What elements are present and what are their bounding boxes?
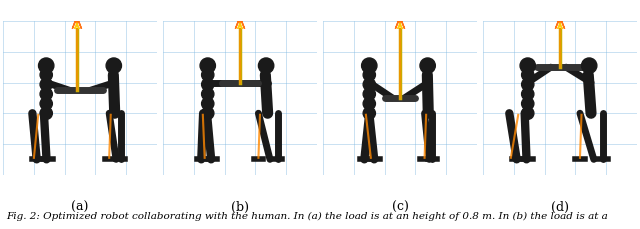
Text: (b): (b) bbox=[231, 200, 249, 213]
Circle shape bbox=[520, 59, 536, 74]
Circle shape bbox=[202, 79, 214, 91]
Circle shape bbox=[522, 89, 534, 101]
Polygon shape bbox=[72, 17, 81, 30]
Circle shape bbox=[40, 69, 52, 82]
Circle shape bbox=[522, 98, 534, 110]
Circle shape bbox=[582, 59, 597, 74]
Polygon shape bbox=[75, 24, 79, 30]
Polygon shape bbox=[396, 17, 404, 30]
Circle shape bbox=[363, 89, 376, 101]
Polygon shape bbox=[397, 24, 403, 30]
Circle shape bbox=[202, 108, 214, 120]
Circle shape bbox=[38, 59, 54, 74]
Polygon shape bbox=[556, 17, 564, 30]
Circle shape bbox=[259, 59, 274, 74]
Circle shape bbox=[106, 59, 122, 74]
Circle shape bbox=[202, 69, 214, 82]
Polygon shape bbox=[557, 24, 563, 30]
Circle shape bbox=[40, 79, 52, 91]
Circle shape bbox=[40, 108, 52, 120]
Polygon shape bbox=[237, 24, 243, 30]
Circle shape bbox=[420, 59, 435, 74]
Circle shape bbox=[202, 98, 214, 110]
Text: (d): (d) bbox=[551, 200, 569, 213]
Circle shape bbox=[522, 79, 534, 91]
Polygon shape bbox=[236, 17, 244, 30]
Text: (a): (a) bbox=[71, 200, 89, 213]
Circle shape bbox=[362, 59, 377, 74]
Circle shape bbox=[363, 98, 376, 110]
Circle shape bbox=[200, 59, 216, 74]
Circle shape bbox=[522, 69, 534, 82]
Circle shape bbox=[40, 98, 52, 110]
Circle shape bbox=[363, 69, 376, 82]
Circle shape bbox=[363, 108, 376, 120]
Circle shape bbox=[40, 89, 52, 101]
Circle shape bbox=[202, 89, 214, 101]
Text: Fig. 2: Optimized robot collaborating with the human. In (a) the load is at an h: Fig. 2: Optimized robot collaborating wi… bbox=[6, 211, 608, 220]
Text: (c): (c) bbox=[392, 200, 408, 213]
Circle shape bbox=[522, 108, 534, 120]
Circle shape bbox=[363, 79, 376, 91]
